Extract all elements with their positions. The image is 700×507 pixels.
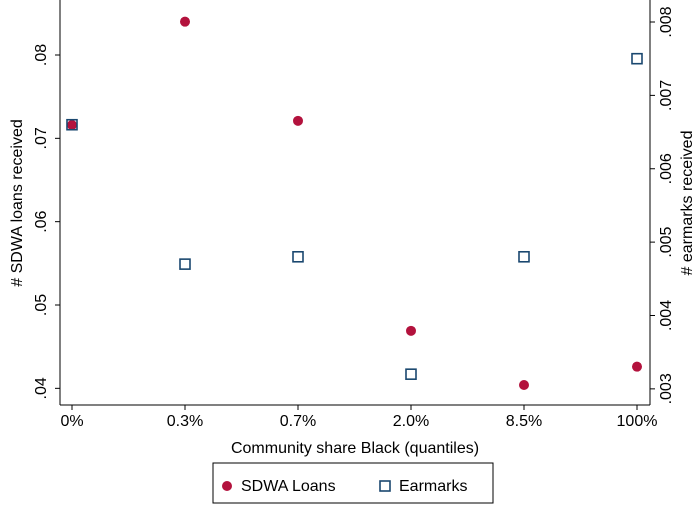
legend-box: [212, 462, 494, 504]
legend-marker: [379, 480, 391, 492]
x-tick-label: 0.3%: [167, 413, 203, 430]
x-tick-label: 0%: [60, 413, 83, 430]
x-tick-label: 8.5%: [506, 413, 542, 430]
x-axis-title: Community share Black (quantiles): [231, 440, 479, 457]
point: [405, 368, 417, 380]
x-tick-label: 0.7%: [280, 413, 316, 430]
y2-tick-label: .006: [658, 153, 675, 184]
y2-axis-title: # earmarks received: [679, 131, 696, 276]
point: [519, 380, 529, 390]
point: [67, 120, 77, 130]
point: [631, 52, 643, 65]
x-tick-label: 2.0%: [393, 413, 429, 430]
y2-tick-label: .003: [658, 373, 675, 404]
y2-tick-label: .005: [658, 226, 675, 257]
y2-tick-label: .008: [658, 6, 675, 37]
legend-marker: [222, 481, 232, 491]
y-tick-label: .04: [33, 377, 50, 399]
y-tick-label: .08: [33, 44, 50, 66]
y2-tick-label: .007: [658, 80, 675, 111]
point: [66, 118, 78, 131]
legend-label: SDWA Loans: [241, 478, 336, 495]
point: [406, 325, 416, 336]
y2-tick-label: .004: [658, 300, 675, 331]
point: [292, 250, 304, 263]
y-tick-label: .07: [33, 127, 50, 149]
legend-label: Earmarks: [399, 478, 467, 495]
point: [632, 361, 642, 372]
y-tick-label: .05: [33, 294, 50, 316]
y-axis-title: # SDWA loans received: [9, 119, 26, 286]
point: [518, 250, 530, 263]
point: [179, 258, 191, 270]
point: [293, 115, 303, 126]
y-tick-label: .06: [33, 210, 50, 232]
point: [180, 16, 190, 27]
x-tick-label: 100%: [617, 413, 658, 430]
